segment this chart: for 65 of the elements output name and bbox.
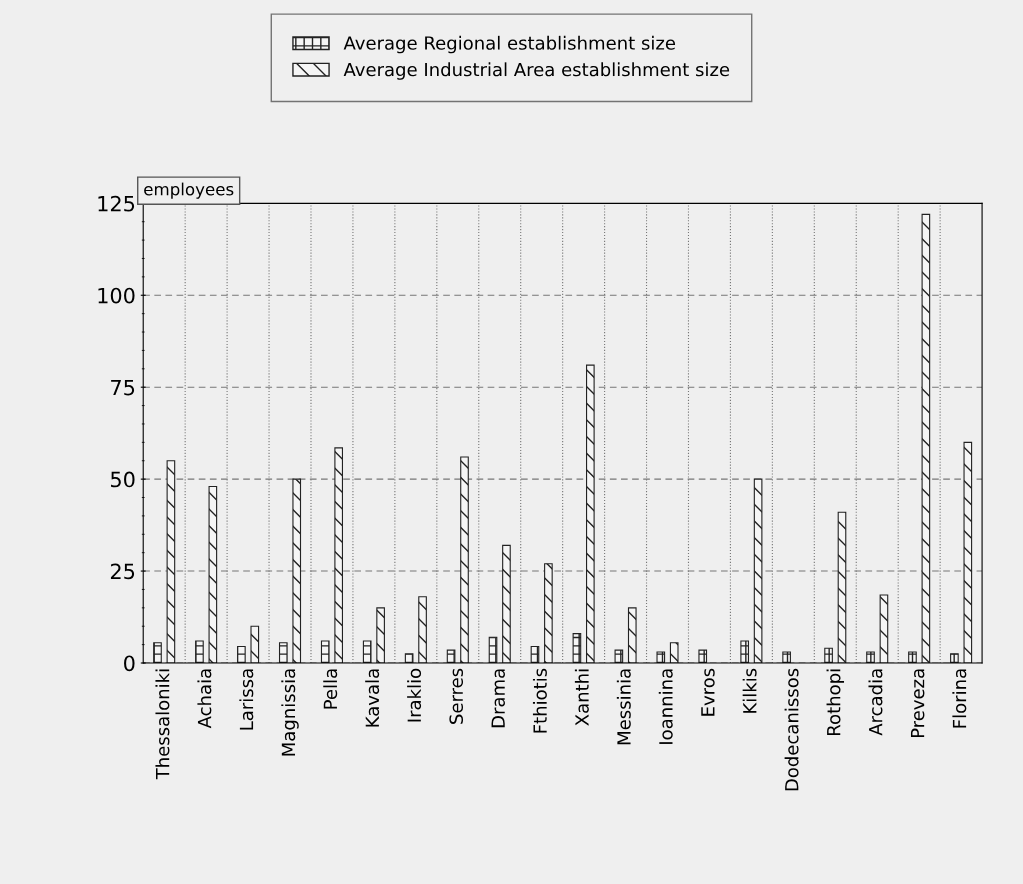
- bar: [446, 649, 456, 663]
- bar: [866, 651, 875, 663]
- bar: [614, 649, 624, 663]
- bar: [824, 647, 833, 663]
- y-tick-label: 125: [98, 195, 135, 212]
- x-tick-label: Magnissia: [281, 669, 299, 756]
- bar: [208, 485, 218, 663]
- x-tick-label: Serres: [449, 668, 464, 724]
- bar: [292, 478, 302, 663]
- y-tick-label: 0: [124, 655, 135, 672]
- y-axis-title: employees: [144, 182, 234, 199]
- x-tick-label: Drama: [491, 669, 505, 728]
- x-tick-label: Achaia: [197, 669, 212, 729]
- x-tick-label: Messinia: [616, 669, 631, 745]
- x-tick-label: Iraklio: [407, 668, 422, 722]
- bar: [753, 478, 763, 663]
- bar: [237, 645, 246, 663]
- x-tick-label: Ioannina: [658, 669, 673, 744]
- x-tick-label: Fthiotis: [532, 668, 547, 733]
- bar: [572, 633, 582, 663]
- x-tick-label: Larissa: [239, 669, 254, 730]
- bar: [950, 653, 959, 663]
- bar: [320, 640, 330, 663]
- bar: [362, 640, 372, 663]
- x-tick-label: Rothopi: [826, 669, 845, 735]
- bar: [195, 640, 204, 663]
- bar: [250, 625, 260, 663]
- bar: [166, 460, 176, 663]
- y-tick-label: 100: [98, 287, 135, 304]
- y-tick-label: 25: [110, 563, 135, 580]
- bar: [502, 544, 511, 663]
- legend-label: Average Regional establishment size: [343, 35, 676, 54]
- bar: [404, 653, 414, 663]
- x-tick-label: Preveza: [910, 669, 925, 738]
- bar: [544, 563, 553, 663]
- x-tick-label: Thessaloniki: [155, 669, 170, 780]
- bar: [376, 607, 385, 663]
- bar: [586, 364, 595, 663]
- bar: [908, 651, 917, 663]
- x-tick-label: Kilkis: [742, 668, 757, 713]
- bar: [669, 642, 679, 663]
- y-tick-label: 50: [111, 471, 135, 488]
- bar: [627, 607, 637, 663]
- x-tick-label: Kavala: [365, 669, 380, 727]
- bar: [153, 642, 162, 663]
- x-tick-label: Evros: [701, 668, 715, 716]
- bar: [656, 651, 666, 663]
- bar: [782, 651, 791, 663]
- bar: [278, 642, 288, 663]
- legend-label: Average Industrial Area establishment size: [343, 62, 730, 80]
- bar: [837, 511, 847, 663]
- x-tick-label: Xanthi: [574, 669, 589, 726]
- x-tick-label: Dodecanissos: [784, 668, 799, 791]
- x-tick-label: Pella: [323, 669, 338, 709]
- bar: [921, 213, 931, 663]
- bar: [740, 640, 750, 663]
- bar: [879, 594, 889, 663]
- bar: [963, 441, 973, 663]
- bar: [698, 649, 708, 663]
- bar: [334, 447, 344, 663]
- y-tick-label: 75: [111, 379, 135, 396]
- x-tick-label: Florina: [952, 669, 967, 728]
- bar: [460, 456, 469, 663]
- bar: [418, 596, 427, 663]
- x-tick-label: Arcadia: [868, 669, 883, 736]
